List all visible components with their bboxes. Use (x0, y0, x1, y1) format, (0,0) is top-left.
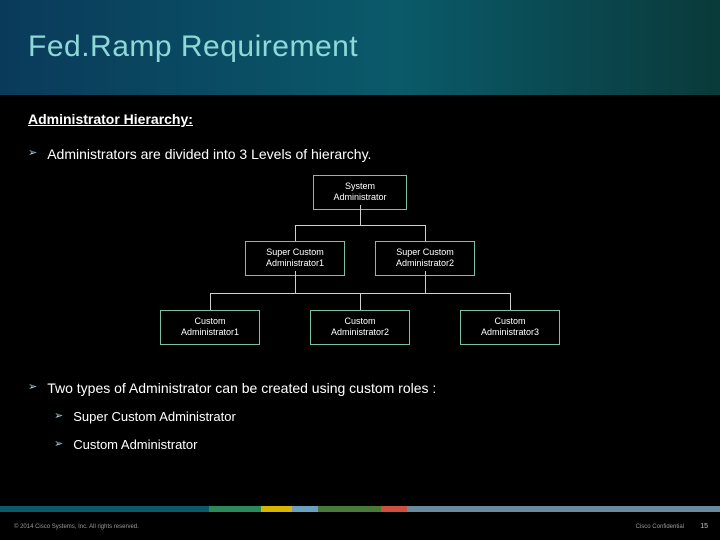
page-title: Fed.Ramp Requirement (28, 30, 720, 64)
bullet-arrow-icon: ➢ (54, 436, 63, 453)
footer-confidential: Cisco Confidential (636, 524, 684, 530)
stripe-seg (0, 506, 209, 512)
bullet-2-sub2-text: Custom Administrator (73, 436, 197, 454)
tree-connector (425, 225, 426, 241)
hierarchy-tree: System Administrator Super Custom Admini… (90, 175, 630, 365)
content-area: Administrator Hierarchy: ➢ Administrator… (0, 95, 720, 455)
tree-connector (295, 271, 296, 293)
bullet-arrow-icon: ➢ (28, 379, 37, 396)
stripe-seg (318, 506, 381, 512)
tree-connector (295, 225, 296, 241)
bullet-2-sub1: ➢ Super Custom Administrator (28, 408, 692, 426)
page-number: 15 (700, 523, 708, 530)
bullet-arrow-icon: ➢ (54, 408, 63, 425)
header-band: Fed.Ramp Requirement (0, 0, 720, 95)
tree-connector (360, 205, 361, 225)
bullet-1-text: Administrators are divided into 3 Levels… (47, 145, 371, 165)
tree-connector (425, 271, 426, 293)
stripe-seg (292, 506, 318, 512)
tree-connector (360, 293, 361, 310)
section-subtitle: Administrator Hierarchy: (28, 111, 692, 127)
tree-connector (210, 293, 211, 310)
tree-node-custom1: Custom Administrator1 (160, 310, 260, 345)
tree-connector (510, 293, 511, 310)
footer-copyright: © 2014 Cisco Systems, Inc. All rights re… (14, 524, 139, 530)
tree-node-custom3: Custom Administrator3 (460, 310, 560, 345)
tree-node-custom2: Custom Administrator2 (310, 310, 410, 345)
tree-connector (295, 225, 425, 226)
bullet-2: ➢ Two types of Administrator can be crea… (28, 379, 692, 399)
stripe-seg (381, 506, 407, 512)
footer-stripe (0, 506, 720, 512)
bullet-2-sub2: ➢ Custom Administrator (28, 436, 692, 454)
stripe-seg (407, 506, 720, 512)
bullet-2-sub1-text: Super Custom Administrator (73, 408, 236, 426)
stripe-seg (261, 506, 292, 512)
bullet-2-text: Two types of Administrator can be create… (47, 379, 436, 399)
bullet-arrow-icon: ➢ (28, 145, 37, 162)
stripe-seg (209, 506, 261, 512)
bullet-1: ➢ Administrators are divided into 3 Leve… (28, 145, 692, 165)
